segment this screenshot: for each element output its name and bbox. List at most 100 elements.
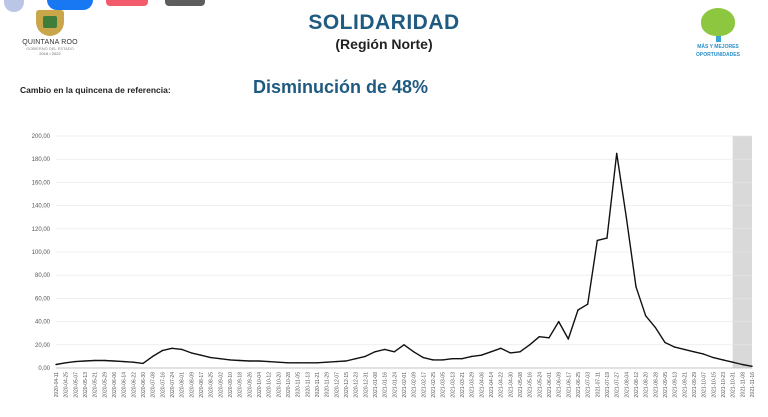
x-tick-label: 2020-10-12 <box>267 372 273 398</box>
x-tick-label: 2021-11-08 <box>740 372 746 397</box>
x-tick-label: 2021-06-09 <box>557 372 563 398</box>
x-tick-label: 2020-04-11 <box>54 372 60 397</box>
x-tick-label: 2020-07-08 <box>151 372 157 398</box>
x-tick-label: 2021-04-14 <box>489 372 495 398</box>
data-point <box>238 359 241 362</box>
data-point <box>103 359 106 362</box>
x-tick-label: 2021-02-01 <box>402 372 408 398</box>
data-point <box>615 152 618 155</box>
x-tick-label: 2020-06-06 <box>112 372 118 398</box>
data-point <box>577 309 579 311</box>
x-tick-label: 2020-05-13 <box>83 372 89 398</box>
logo-left-subtext: GOBIERNO DEL ESTADO <box>26 46 74 51</box>
x-tick-label: 2021-04-06 <box>479 372 485 398</box>
data-point <box>335 360 338 363</box>
data-point <box>644 315 647 317</box>
data-point <box>287 362 289 364</box>
data-point <box>171 347 173 349</box>
x-tick-label: 2020-07-24 <box>170 372 176 398</box>
data-point <box>306 362 309 364</box>
logo-right-line1: MÁS Y MEJORES <box>697 44 739 50</box>
data-point <box>470 355 473 358</box>
x-tick-label: 2020-05-07 <box>73 372 79 398</box>
x-tick-label: 2020-10-04 <box>257 372 263 398</box>
gray-chip[interactable] <box>165 0 205 6</box>
oportunidades-logo: MÁS Y MEJORES OPORTUNIDADES <box>686 8 750 70</box>
top-chip-indicator <box>4 0 24 12</box>
data-point <box>741 363 744 366</box>
x-tick-label: 2021-05-08 <box>518 372 524 398</box>
line-chart: 0,00 20,00 40,00 60,00 80,00 100,00 120,00 140,… <box>0 120 768 417</box>
data-point <box>432 359 434 361</box>
logo-left-years: 2016 • 2022 <box>39 51 61 56</box>
y-tick-label: 80,00 <box>35 273 51 279</box>
data-point <box>393 351 396 353</box>
y-tick-label: 100,00 <box>32 250 51 256</box>
x-tick-label: 2020-06-30 <box>141 372 147 398</box>
data-point <box>180 348 183 351</box>
x-tick-label: 2021-08-20 <box>644 372 650 398</box>
data-point <box>277 361 280 363</box>
x-tick-label: 2021-05-16 <box>528 372 534 398</box>
y-tick-label: 200,00 <box>32 134 51 140</box>
x-tick-label: 2021-08-04 <box>624 372 630 398</box>
tree-icon <box>701 8 735 36</box>
data-point <box>654 326 657 329</box>
data-point <box>412 351 415 353</box>
data-point <box>480 354 483 356</box>
data-point <box>635 286 637 288</box>
data-point <box>722 359 724 361</box>
red-chip[interactable] <box>106 0 148 6</box>
data-point <box>84 360 86 362</box>
x-tick-label: 2020-05-29 <box>102 372 108 398</box>
data-point <box>606 237 608 239</box>
data-point <box>731 361 734 363</box>
x-tick-label: 2021-06-17 <box>566 372 572 398</box>
data-point <box>586 303 589 305</box>
data-point <box>354 358 357 360</box>
data-point <box>161 349 164 352</box>
data-point <box>702 353 705 355</box>
data-point <box>374 351 376 353</box>
x-tick-label: 2021-06-01 <box>547 372 553 398</box>
data-point <box>693 351 695 353</box>
x-tick-label: 2020-11-13 <box>305 372 311 397</box>
x-tick-label: 2020-09-18 <box>238 372 244 398</box>
x-tick-label: 2021-03-05 <box>441 372 447 398</box>
x-tick-label: 2021-01-16 <box>383 372 389 398</box>
x-tick-label: 2020-11-29 <box>325 372 331 397</box>
logo-right-line2: OPORTUNIDADES <box>696 52 740 58</box>
data-point <box>596 239 599 242</box>
x-tick-label: 2021-04-22 <box>499 372 505 398</box>
data-point <box>625 216 628 218</box>
data-point <box>422 356 425 359</box>
data-point <box>509 352 512 354</box>
x-tick-label: 2021-04-30 <box>508 372 514 398</box>
data-point <box>345 360 347 362</box>
x-tick-label: 2021-02-09 <box>412 372 418 398</box>
y-tick-label: 40,00 <box>35 320 51 326</box>
data-point <box>664 341 666 344</box>
data-point <box>151 355 154 358</box>
data-point <box>122 360 125 363</box>
data-point <box>441 359 444 361</box>
data-point <box>209 356 212 359</box>
data-point <box>490 351 492 353</box>
x-tick-label: 2020-08-09 <box>189 372 195 398</box>
x-tick-label: 2020-10-20 <box>276 372 282 398</box>
page-title: SOLIDARIDAD <box>308 11 460 34</box>
data-point <box>267 360 270 363</box>
reference-label: Cambio en la quincena de referencia: <box>20 85 171 95</box>
x-tick-label: 2021-08-28 <box>653 372 659 398</box>
data-point <box>548 337 550 339</box>
x-tick-label: 2020-06-22 <box>131 372 137 398</box>
x-tick-label: 2020-07-16 <box>160 372 166 398</box>
x-tick-label: 2021-10-15 <box>711 372 717 398</box>
facebook-chip[interactable] <box>47 0 93 10</box>
data-point <box>258 360 260 362</box>
data-point <box>403 344 405 346</box>
x-tick-label: 2020-08-01 <box>180 372 186 398</box>
y-tick-label: 0,00 <box>38 366 50 372</box>
x-tick-label: 2020-09-26 <box>247 372 253 398</box>
x-tick-label: 2021-08-12 <box>634 372 640 398</box>
